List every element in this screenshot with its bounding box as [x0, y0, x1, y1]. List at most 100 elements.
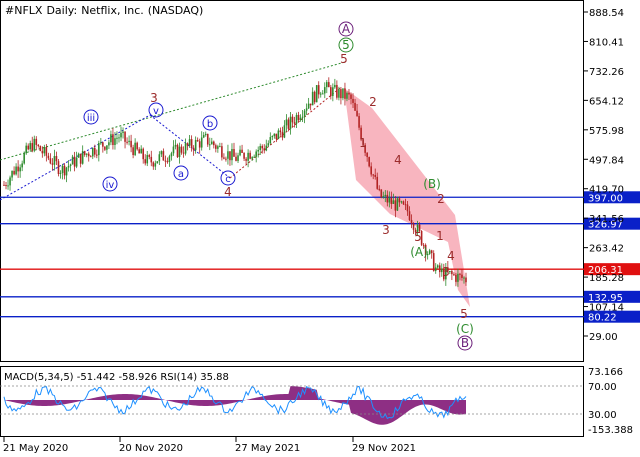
candle-body: [186, 143, 189, 146]
wave-label-paren-a: (A): [410, 245, 428, 259]
wave-trendline-2: [149, 114, 231, 179]
candle-body: [164, 160, 167, 162]
candle-body: [231, 149, 233, 161]
circle-iv-ring: [102, 176, 118, 192]
candle-body: [271, 135, 274, 138]
candle-body: [251, 157, 253, 159]
wave-label-3-low: 3: [382, 223, 390, 237]
indicator-label: MACD(5,34,5) -51.442 -58.926 RSI(14) 35.…: [4, 372, 229, 383]
candle-body: [245, 158, 247, 161]
price-tick-label: 575.98: [589, 126, 624, 137]
candle-body: [124, 131, 126, 142]
candle-body: [208, 144, 211, 146]
candle-body: [89, 156, 92, 158]
price-tick-label: 888.54: [589, 8, 624, 19]
candle-body: [275, 133, 278, 140]
candle-body: [404, 204, 407, 206]
candle-body: [323, 87, 326, 94]
candle-body: [152, 162, 155, 167]
candle-body: [392, 200, 395, 204]
candle-body: [354, 102, 356, 111]
candle-body: [463, 277, 465, 279]
candle-body: [73, 156, 76, 167]
candle-body: [239, 149, 241, 156]
ind-tick-0: 73.166: [588, 367, 623, 378]
candle-body: [47, 155, 50, 159]
candle-body: [416, 224, 419, 233]
candle-body: [328, 82, 330, 88]
candle-body: [213, 141, 215, 146]
candle-body: [57, 161, 60, 174]
candle-body: [182, 152, 185, 154]
candle-body: [386, 194, 389, 203]
level-tag-0: [584, 191, 640, 204]
candle-body: [85, 153, 88, 155]
candle-body: [35, 138, 38, 145]
price-tick-label: 107.14: [589, 303, 624, 314]
candle-body: [412, 223, 415, 230]
candle-body: [162, 151, 165, 161]
wave-labels: A 5 5 iii v 3 b iv a c 4 2 1 4 (B) 2 3 5…: [83, 21, 474, 351]
candle-body: [360, 127, 362, 140]
candle-body: [188, 139, 191, 146]
candle-body: [33, 138, 36, 151]
candle-body: [227, 151, 229, 159]
candle-body: [436, 265, 439, 268]
candle-body: [3, 184, 5, 186]
header-timeframe: Daily:: [46, 4, 77, 17]
wave-label-circle-b: B: [461, 336, 469, 350]
candle-body: [23, 153, 25, 164]
header-symbol: #NFLX: [5, 4, 43, 17]
indicator-series: [3, 385, 467, 425]
candle-body: [190, 139, 193, 148]
candle-body: [418, 224, 421, 231]
circle-5-ring: [338, 37, 354, 53]
candle-body: [299, 117, 302, 121]
candle-body: [279, 130, 282, 133]
wave-label-c: c: [225, 174, 231, 185]
price-tick-label: 810.41: [589, 37, 624, 48]
candle-body: [43, 147, 46, 154]
price-axis: 888.54 810.41 732.26 654.12 575.98 497.84 419.…: [584, 8, 624, 343]
candle-body: [267, 143, 270, 146]
time-label-3: 29 Nov 2021: [352, 443, 416, 454]
candle-body: [410, 219, 413, 224]
candle-body: [142, 148, 145, 160]
price-tick-label: 732.26: [589, 67, 624, 78]
wave-label-2: 2: [369, 95, 377, 109]
candle-body: [110, 134, 112, 143]
wave-label-4-mid: 4: [394, 153, 402, 167]
candle-body: [221, 146, 223, 158]
candle-body: [241, 149, 243, 153]
candle-body: [277, 130, 280, 140]
candle-body: [257, 149, 260, 152]
candle-body: [307, 103, 310, 109]
candle-body: [200, 137, 203, 148]
candle-body: [136, 142, 138, 150]
price-tick-label: 263.42: [589, 244, 624, 255]
circle-b-ring: [202, 115, 218, 131]
candle-body: [67, 165, 70, 168]
macd-histogram: [4, 386, 466, 425]
candle-body: [261, 145, 264, 149]
candle-body: [184, 143, 187, 154]
candle-body: [372, 174, 374, 176]
candle-body: [39, 146, 42, 151]
candle-body: [108, 142, 110, 146]
candle-body: [297, 114, 300, 121]
time-label-2: 27 May 2021: [235, 443, 300, 454]
circle-a-ring: [338, 21, 354, 37]
candle-body: [346, 92, 348, 99]
candle-body: [237, 155, 239, 161]
candle-body: [428, 250, 431, 254]
time-axis: 21 May 2020 20 Nov 2020 27 May 2021 29 N…: [3, 437, 416, 454]
candle-body: [55, 156, 58, 162]
header-exchange: (NASDAQ): [148, 4, 204, 17]
price-tick-label: 341.56: [589, 214, 624, 225]
price-tick-label: 654.12: [589, 96, 624, 107]
wave-label-circle-5: 5: [342, 38, 350, 52]
candle-body: [138, 149, 140, 154]
candle-body: [461, 274, 463, 278]
wave-label-1-b: 1: [436, 229, 444, 243]
candle-body: [104, 146, 106, 150]
